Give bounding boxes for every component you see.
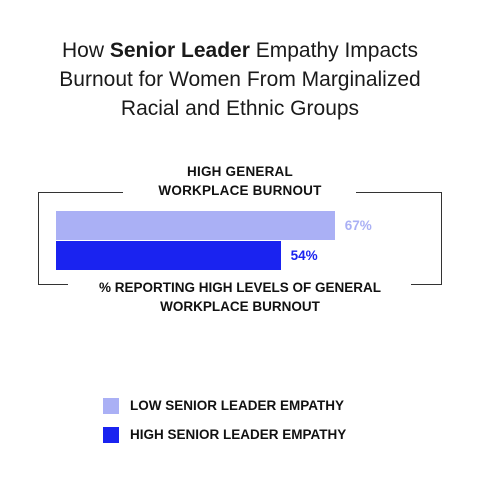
bar-high-empathy [56, 241, 281, 270]
bar-value-label-high-empathy: 54% [290, 248, 318, 263]
frame-top-left-rule [38, 192, 123, 193]
frame-right-rule [441, 192, 442, 284]
chart-title-line-1: How Senior Leader Empathy Impacts [0, 36, 480, 65]
frame-bottom-right-rule [411, 284, 442, 285]
legend-swatch-low-empathy [103, 398, 119, 414]
x-axis-label: % REPORTING HIGH LEVELS OF GENERAL WORKP… [0, 278, 480, 316]
bar-low-empathy [56, 211, 335, 240]
x-axis-label-line-1: % REPORTING HIGH LEVELS OF GENERAL [98, 280, 382, 295]
category-label: HIGH GENERAL WORKPLACE BURNOUT [0, 162, 480, 200]
chart-title-line-3: Racial and Ethnic Groups [120, 97, 360, 120]
legend-swatch-high-empathy [103, 427, 119, 443]
legend-label-high-empathy: HIGH SENIOR LEADER EMPATHY [130, 427, 347, 442]
category-label-line-2: WORKPLACE BURNOUT [158, 183, 322, 198]
chart-title-prefix: How [62, 39, 110, 62]
chart-title-emphasis: Senior Leader [109, 39, 250, 62]
frame-top-right-rule [356, 192, 442, 193]
frame-left-rule [38, 192, 39, 284]
legend-label-low-empathy: LOW SENIOR LEADER EMPATHY [130, 398, 345, 413]
category-label-line-1: HIGH GENERAL [187, 164, 293, 179]
chart-title: How Senior Leader Empathy Impacts Burnou… [0, 36, 480, 123]
bar-value-label-low-empathy: 67% [344, 218, 372, 233]
x-axis-label-line-2: WORKPLACE BURNOUT [160, 299, 320, 314]
chart-title-suffix: Empathy Impacts [249, 39, 418, 62]
chart-title-line-2: Burnout for Women From Marginalized [59, 68, 421, 91]
frame-bottom-left-rule [38, 284, 68, 285]
